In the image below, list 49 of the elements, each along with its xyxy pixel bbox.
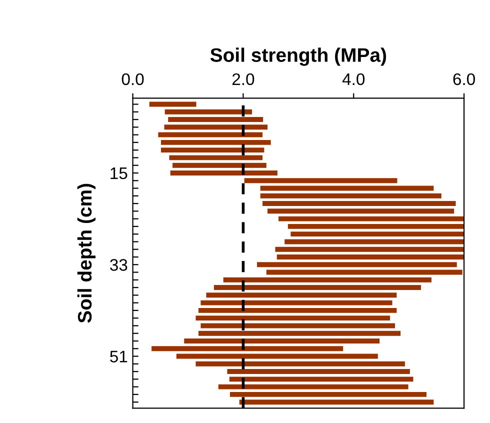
bar [184,338,380,344]
bar [172,162,266,168]
bar [223,277,432,282]
bar [260,193,442,198]
bar [214,285,421,290]
bar [257,262,457,268]
bar [164,124,268,130]
bar [200,323,396,328]
bar [244,178,398,184]
bar [196,361,405,366]
bar [169,155,263,160]
bar [206,292,397,298]
bar [267,208,454,214]
bar [275,246,464,252]
bar [176,354,378,359]
bar [200,300,392,306]
bar [288,224,464,229]
bar [149,102,196,107]
bar [218,384,408,390]
bar [229,376,414,382]
y-tick-label: 33 [110,259,128,271]
bar [290,232,464,237]
bar [196,316,390,321]
bar [260,186,434,191]
bar [160,140,271,145]
bar [230,392,426,397]
bar [278,216,464,222]
bar [152,346,344,352]
bar [160,148,264,153]
bar [164,109,252,114]
x-tick-label: 0.0 [122,73,144,86]
bar [227,369,410,374]
y-tick-label: 15 [110,168,128,180]
bar [266,270,462,275]
y-axis-title: Soil depth (cm) [77,184,96,323]
bar [239,400,434,405]
x-axis-title: Soil strength (MPa) [210,48,386,66]
bar [276,254,464,260]
x-tick-label: 4.0 [342,73,365,86]
bar [158,132,263,138]
bar [198,308,397,313]
bar [170,170,278,176]
bar [262,201,456,206]
bar [198,330,401,336]
x-tick-label: 2.0 [232,73,254,86]
y-tick-label: 51 [110,350,128,362]
bar [168,117,264,122]
bar [284,239,464,244]
x-tick-label: 6.0 [453,73,475,86]
